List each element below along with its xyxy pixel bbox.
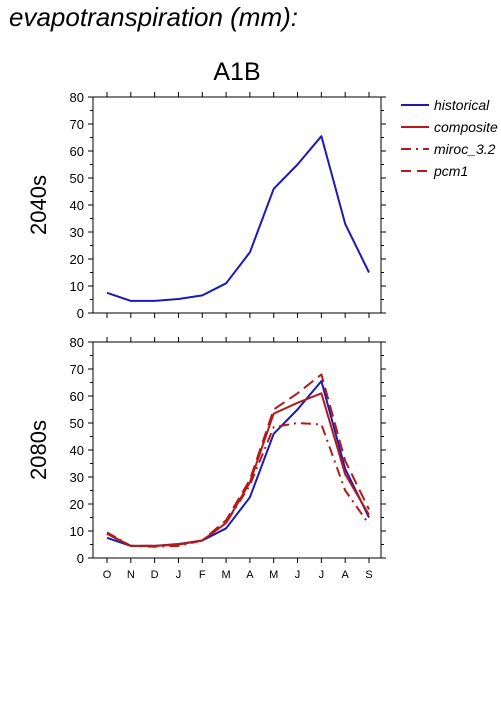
x-tick-label: J — [319, 569, 325, 581]
series-line-composite — [106, 392, 370, 547]
y-tick-label: 40 — [70, 443, 84, 458]
x-tick-label: N — [127, 569, 135, 581]
series-line-miroc-3-2 — [106, 422, 370, 548]
x-tick-label: A — [246, 569, 254, 581]
x-tick-label: M — [222, 569, 231, 581]
x-tick-label: A — [342, 569, 350, 581]
row-label: 2080s — [26, 420, 51, 480]
y-tick-label: 80 — [70, 90, 84, 105]
y-tick-label: 60 — [70, 389, 84, 404]
x-tick-label: O — [103, 569, 112, 581]
page-heading: evapotranspiration (mm): — [9, 2, 298, 32]
y-tick-label: 0 — [77, 551, 84, 566]
y-tick-label: 60 — [70, 144, 84, 159]
y-tick-label: 80 — [70, 335, 84, 350]
x-tick-label: J — [295, 569, 301, 581]
chart-panel-1: 0 10 20 30 40 50 60 70 80 2040s A1B — [26, 58, 386, 321]
x-tick-label: J — [176, 569, 182, 581]
y-tick-label: 30 — [70, 225, 84, 240]
row-label: 2040s — [26, 175, 51, 235]
y-tick-label: 40 — [70, 198, 84, 213]
chart-title: A1B — [213, 58, 260, 86]
chart-panel-2: 0 10 20 30 40 50 60 70 80 O N D J F M A M J J A S 2080s — [26, 335, 386, 581]
plot-frame — [92, 96, 382, 314]
legend-label: historical — [434, 97, 490, 113]
legend-label: miroc_3.2 — [434, 141, 496, 157]
y-tick-label: 70 — [70, 362, 84, 377]
y-tick-label: 50 — [70, 416, 84, 431]
series-line-pcm1 — [106, 373, 370, 547]
legend-label: composite — [434, 119, 498, 135]
y-tick-label: 20 — [70, 497, 84, 512]
legend-label: pcm1 — [433, 163, 468, 179]
legend: historical composite miroc_3.2 pcm1 — [401, 97, 498, 179]
y-tick-label: 0 — [77, 306, 84, 321]
y-tick-label: 10 — [70, 279, 84, 294]
y-tick-label: 30 — [70, 470, 84, 485]
x-tick-label: M — [269, 569, 278, 581]
y-tick-label: 10 — [70, 524, 84, 539]
x-tick-label: D — [151, 569, 159, 581]
y-tick-label: 20 — [70, 252, 84, 267]
x-tick-label: F — [199, 569, 206, 581]
x-tick-label: S — [365, 569, 372, 581]
series-line-historical — [106, 135, 370, 302]
y-tick-label: 70 — [70, 117, 84, 132]
y-tick-label: 50 — [70, 171, 84, 186]
